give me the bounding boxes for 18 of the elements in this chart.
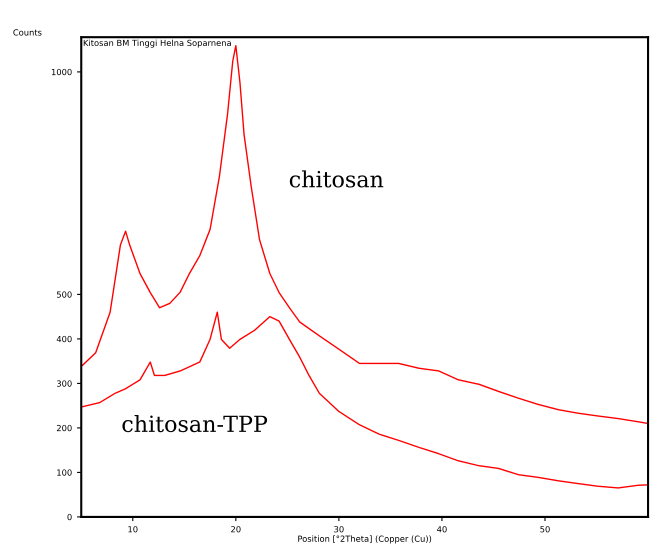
x-tick-label: 20 — [231, 526, 241, 532]
y-tick-label: 200 — [56, 424, 72, 432]
annotation: chitosan-TPP — [122, 415, 268, 432]
x-tick-label: 30 — [334, 526, 344, 532]
y-tick-label: 1000 — [52, 68, 72, 76]
x-tick-label: 10 — [128, 526, 138, 532]
y-tick-label: 0 — [67, 514, 72, 520]
x-tick-label: 40 — [437, 526, 447, 532]
annotation: Kitosan BM Tinggi Helna Soparnena — [84, 40, 231, 48]
annotation: chitosan — [290, 170, 384, 188]
x-tick-label: 50 — [540, 526, 550, 532]
y-tick-label: 300 — [56, 380, 72, 387]
y-axis-title: Counts — [13, 29, 42, 36]
y-tick-label: 400 — [56, 336, 72, 342]
line-series — [81, 312, 648, 489]
x-axis-title: Position [°2Theta] (Copper (Cu)) — [298, 535, 432, 544]
y-tick-label: 500 — [56, 291, 72, 298]
y-tick-label: 100 — [57, 469, 72, 476]
